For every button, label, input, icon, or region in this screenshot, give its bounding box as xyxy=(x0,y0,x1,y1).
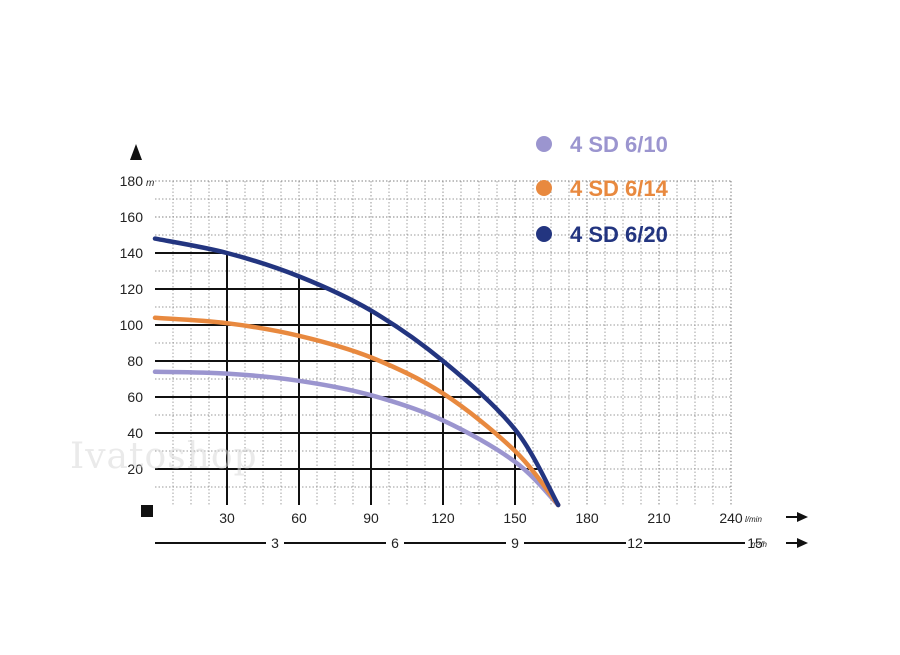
x-tick-label: 60 xyxy=(291,510,307,526)
watermark-text: Ivatoshop xyxy=(70,436,258,477)
x-tick-label: 240 xyxy=(719,510,743,526)
x2-tick-label: 9 xyxy=(511,535,519,551)
legend-label-1: 4 SD 6/10 xyxy=(570,132,668,157)
x-tick-label: 180 xyxy=(575,510,599,526)
x-tick-label: 90 xyxy=(363,510,379,526)
y-axis-arrow-icon xyxy=(130,144,142,160)
x2-tick-label: 15 xyxy=(747,535,763,551)
x2-axis-arrow-icon xyxy=(797,538,808,548)
series-line-3 xyxy=(152,236,561,508)
x-axis-arrow-icon xyxy=(797,512,808,522)
series-line-1 xyxy=(152,369,561,508)
series-lines xyxy=(152,236,561,508)
y-tick-label: 100 xyxy=(120,317,144,333)
y-tick-label: 80 xyxy=(127,353,143,369)
y-tick-label: 160 xyxy=(120,209,144,225)
legend-label-3: 4 SD 6/20 xyxy=(570,222,668,247)
y-tick-label: 140 xyxy=(120,245,144,261)
origin-marker xyxy=(141,505,153,517)
legend-marker-3 xyxy=(536,226,552,242)
y-tick-label: 60 xyxy=(127,389,143,405)
grid xyxy=(155,180,732,505)
x-tick-label: 210 xyxy=(647,510,671,526)
x2-tick-label: 6 xyxy=(391,535,399,551)
y-tick-label: 40 xyxy=(127,425,143,441)
x-tick-label: 120 xyxy=(431,510,455,526)
y-tick-label: 120 xyxy=(120,281,144,297)
x2-unit-label: m³/h xyxy=(751,540,768,549)
series-line-2 xyxy=(152,315,561,508)
y-unit-label: m xyxy=(146,178,154,189)
legend: 4 SD 6/10 4 SD 6/14 4 SD 6/20 xyxy=(536,132,669,247)
x2-tick-label: 12 xyxy=(627,535,643,551)
legend-marker-1 xyxy=(536,136,552,152)
legend-label-2: 4 SD 6/14 xyxy=(570,176,669,201)
legend-marker-2 xyxy=(536,180,552,196)
x2-tick-label: 3 xyxy=(271,535,279,551)
y-tick-label: 20 xyxy=(127,461,143,477)
x-unit-label: l/min xyxy=(745,515,762,524)
y-tick-label: 180 xyxy=(120,173,144,189)
x-tick-label: 30 xyxy=(219,510,235,526)
x-tick-label: 150 xyxy=(503,510,527,526)
